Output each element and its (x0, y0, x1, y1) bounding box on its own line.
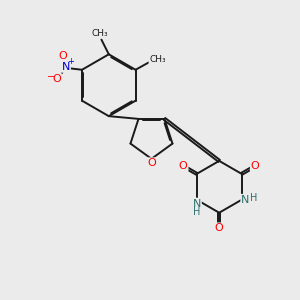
Text: O: O (58, 51, 67, 61)
Text: H: H (250, 193, 258, 203)
Text: +: + (68, 57, 74, 66)
Text: H: H (193, 206, 200, 217)
Text: O: O (215, 223, 224, 233)
Text: O: O (147, 158, 156, 168)
Text: N: N (61, 62, 70, 72)
Text: O: O (179, 161, 188, 171)
Text: O: O (52, 74, 61, 84)
Text: CH₃: CH₃ (91, 28, 108, 38)
Text: N: N (193, 199, 201, 208)
Text: CH₃: CH₃ (149, 55, 166, 64)
Text: −: − (47, 72, 55, 82)
Text: O: O (251, 161, 260, 171)
Text: N: N (241, 195, 250, 205)
